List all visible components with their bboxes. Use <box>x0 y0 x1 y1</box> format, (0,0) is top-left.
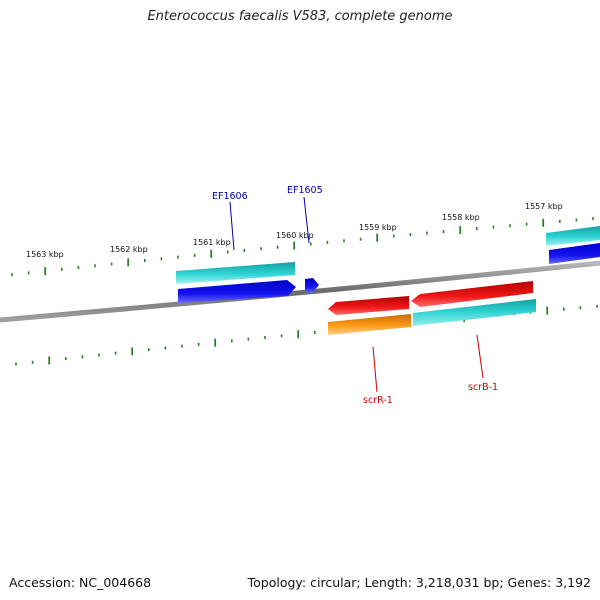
kbp-label: 1560 kbp <box>276 231 314 240</box>
gene-feature-blue[interactable] <box>549 243 600 264</box>
kbp-label: 1562 kbp <box>110 245 148 254</box>
accession-text: Accession: NC_004668 <box>9 575 152 590</box>
upper-ruler <box>11 217 594 277</box>
kbp-label: 1561 kbp <box>193 238 231 247</box>
gene-label-ef1605: EF1605 <box>287 185 323 196</box>
genome-summary-text: Topology: circular; Length: 3,218,031 bp… <box>247 575 591 590</box>
gene-scrb-1[interactable] <box>411 281 533 307</box>
gene-feature-cyan[interactable] <box>413 299 536 326</box>
label-line-scrr-1 <box>372 346 378 393</box>
kbp-label: 1559 kbp <box>359 223 397 232</box>
gene-label-scrr-1: scrR-1 <box>363 395 393 406</box>
gene-label-ef1606: EF1606 <box>212 191 248 202</box>
gene-feature-blue[interactable] <box>178 280 296 303</box>
kbp-label: 1558 kbp <box>442 213 480 222</box>
kbp-labels: 1563 kbp 1562 kbp 1561 kbp 1560 kbp 1559… <box>26 202 563 259</box>
label-line-ef1605 <box>303 196 310 244</box>
label-line-scrb-1 <box>476 334 484 379</box>
genome-backbone <box>0 260 600 323</box>
gene-feature-cyan[interactable] <box>176 262 295 284</box>
kbp-label: 1557 kbp <box>525 202 563 211</box>
kbp-label: 1563 kbp <box>26 250 64 259</box>
gene-scrr-1[interactable] <box>328 296 409 315</box>
gene-label-scrb-1: scrB-1 <box>468 382 498 393</box>
gene-ef1605[interactable] <box>305 278 319 293</box>
label-line-ef1606 <box>229 201 235 251</box>
gene-feature-orange[interactable] <box>328 314 411 335</box>
map-title: Enterococcus faecalis V583, complete gen… <box>147 9 453 24</box>
gene-feature-cyan[interactable] <box>546 226 600 246</box>
